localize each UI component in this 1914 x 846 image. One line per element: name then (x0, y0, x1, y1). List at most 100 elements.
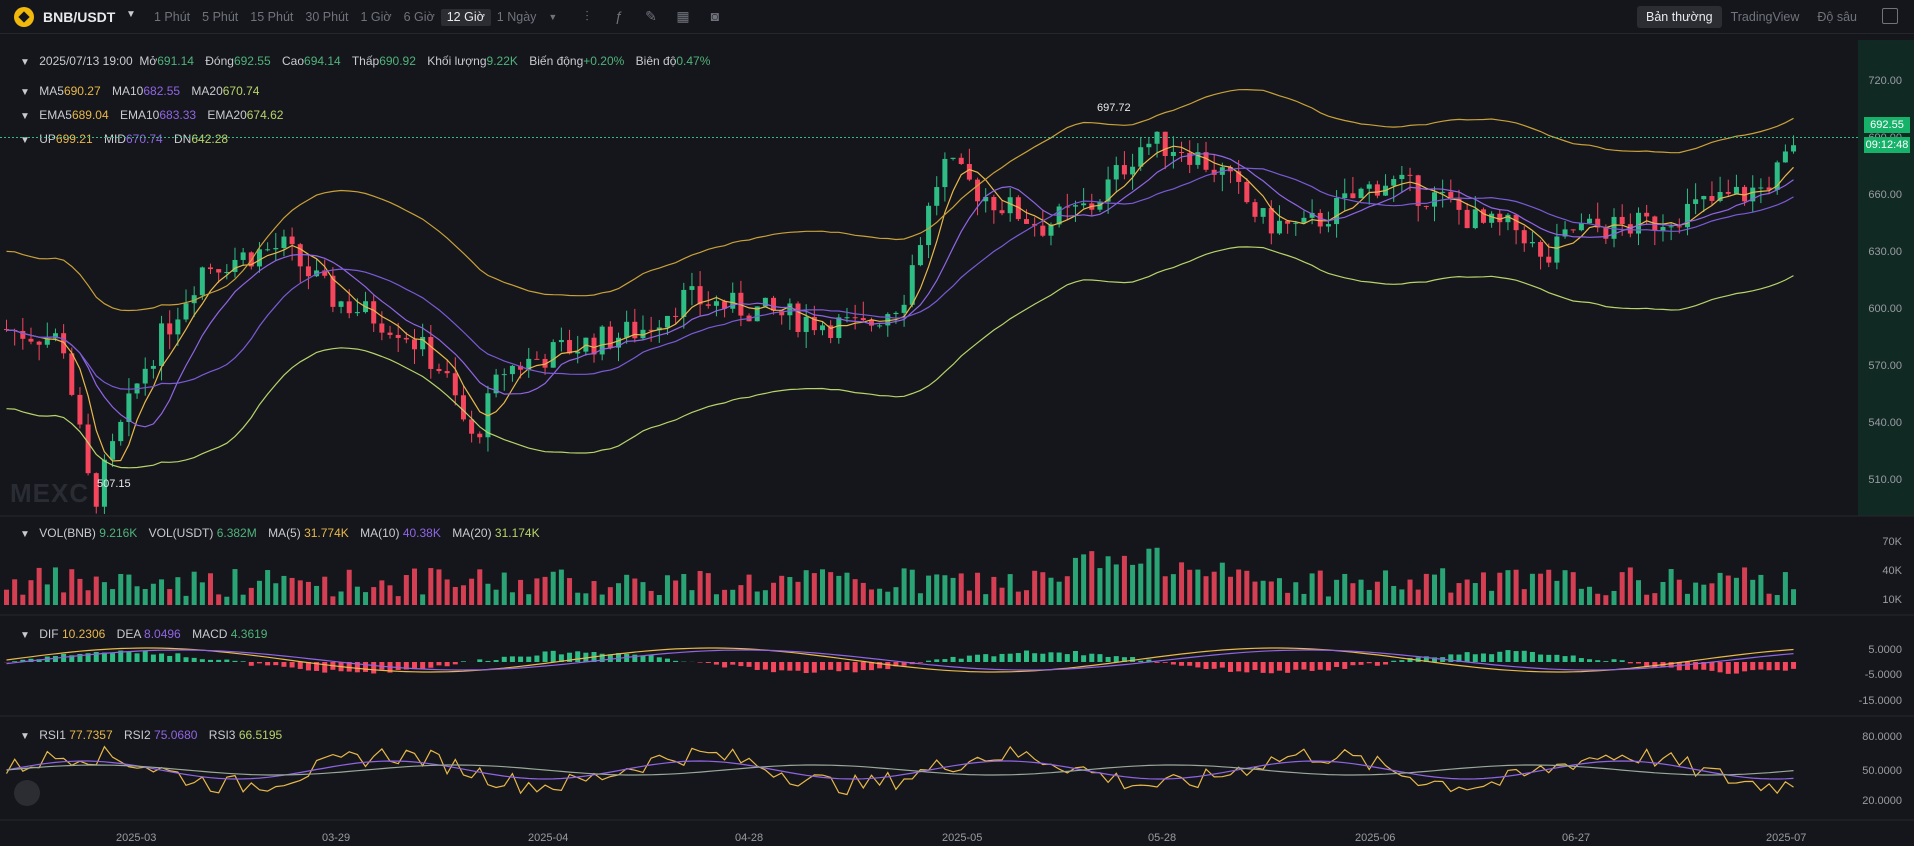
pair-selector[interactable]: BNB/USDT (43, 9, 116, 25)
collapse-icon[interactable]: ▼ (20, 57, 30, 68)
settings-icon[interactable] (14, 780, 40, 806)
collapse-icon[interactable]: ▼ (20, 630, 30, 641)
volume-bar (428, 568, 434, 605)
interval-more-icon[interactable]: ▼ (548, 12, 558, 22)
volume-bar (224, 596, 230, 605)
candle-body (354, 312, 360, 314)
macd-bar (354, 662, 360, 673)
volume-bar (93, 576, 99, 605)
volume-bar (322, 576, 328, 605)
macd-bar (363, 662, 369, 672)
volume-bar (852, 579, 858, 605)
candle-body (1717, 192, 1723, 201)
volume-bar (412, 568, 417, 605)
macd-bar (1782, 662, 1788, 671)
macd-bar (1325, 662, 1331, 671)
macd-bar (281, 662, 287, 667)
volume-bar (1456, 583, 1462, 605)
macd-bar (1097, 654, 1103, 662)
interval-tab[interactable]: 1 Ngày (496, 10, 537, 24)
collapse-icon[interactable]: ▼ (20, 529, 30, 540)
volume-bar (240, 594, 246, 605)
macd-bar (297, 662, 303, 669)
collapse-icon[interactable]: ▼ (20, 135, 30, 146)
vol-legend: ▼ VOL(BNB) 9.216K VOL(USDT) 6.382M MA(5)… (20, 526, 548, 540)
vol-ma10-value: 40.38K (402, 526, 441, 540)
macd-bar (1064, 654, 1070, 662)
interval-tab[interactable]: 6 Giờ (403, 10, 435, 24)
vol-ma20-value: 31.174K (494, 526, 540, 540)
draw-icon[interactable]: ✎ (645, 8, 657, 24)
candle-body (909, 265, 915, 305)
collapse-icon[interactable]: ▼ (20, 731, 30, 742)
ma-legend: ▼ MA5690.27 MA10682.55 MA20670.74 (20, 84, 267, 98)
candle-body (1342, 193, 1348, 198)
macd-bar (1774, 662, 1780, 671)
macd-bar (1627, 662, 1633, 664)
candle-body (771, 297, 777, 311)
volume-bar (1440, 568, 1446, 605)
candle-body (1285, 220, 1291, 224)
collapse-icon[interactable]: ▼ (20, 87, 30, 98)
view-mode-tab[interactable]: Độ sâu (1817, 10, 1857, 24)
formula-icon[interactable]: ƒ (615, 8, 623, 24)
interval-tab[interactable]: 12 Giờ (440, 9, 491, 26)
candle-body (1276, 220, 1282, 234)
candle-body (118, 421, 124, 442)
volume-bar (1693, 582, 1699, 605)
volume-bar (1766, 593, 1772, 605)
macd-bar (926, 660, 932, 662)
interval-tab[interactable]: 5 Phút (202, 10, 239, 24)
volume-bar (77, 578, 83, 605)
interval-tab[interactable]: 15 Phút (250, 10, 294, 24)
macd-bar (1072, 650, 1078, 662)
macd-bar (632, 654, 638, 662)
volume-bar (1391, 585, 1397, 605)
candle-body (1684, 203, 1690, 228)
macd-bar (1766, 662, 1772, 671)
macd-bar (1742, 662, 1748, 672)
volume-bar (526, 594, 532, 605)
interval-tab[interactable]: 30 Phút (305, 10, 349, 24)
collapse-icon[interactable]: ▼ (20, 111, 30, 122)
volume-bar (1228, 576, 1233, 605)
macd-bar (191, 657, 197, 662)
volume-bar (142, 588, 148, 605)
volume-bar (591, 581, 597, 605)
view-mode-tab[interactable]: Bản thường (1636, 6, 1722, 28)
macd-bar (1252, 662, 1258, 670)
candle-body (232, 259, 238, 272)
macd-bar (991, 656, 997, 662)
volume-bar (1219, 562, 1225, 605)
chevron-down-icon[interactable]: ▼ (126, 9, 136, 20)
camera-icon[interactable]: ◙ (710, 8, 720, 24)
candle-body (387, 332, 393, 335)
macd-bar (795, 662, 801, 671)
volume-bar (1570, 572, 1576, 605)
interval-tab[interactable]: 1 Phút (154, 10, 191, 24)
ma10-label: MA10 (111, 84, 144, 98)
layout-icon[interactable]: ▦ (676, 8, 690, 24)
volume-bar (624, 574, 630, 605)
candle-body (240, 252, 246, 260)
macd-bar (950, 656, 956, 662)
candle-body (224, 271, 230, 273)
volume-bar (542, 576, 548, 605)
indicators-icon[interactable]: ⫶ (585, 8, 589, 24)
candle-body (599, 326, 605, 355)
candle-body (1456, 198, 1462, 210)
candle-body (713, 301, 719, 306)
price-axis-label: 540.00 (1868, 417, 1902, 429)
macd-bar (1521, 650, 1527, 662)
candle-body (1081, 203, 1087, 206)
volume-bar (868, 589, 874, 605)
interval-tab[interactable]: 1 Giờ (360, 10, 392, 24)
fullscreen-icon[interactable] (1882, 8, 1898, 24)
candle-body (1244, 181, 1250, 203)
macd-bar (273, 662, 279, 666)
candle-body (1758, 187, 1764, 189)
macd-legend: ▼ DIF 10.2306 DEA 8.0496 MACD 4.3619 (20, 627, 275, 641)
candle-body (991, 197, 997, 211)
view-mode-tab[interactable]: TradingView (1730, 10, 1800, 24)
